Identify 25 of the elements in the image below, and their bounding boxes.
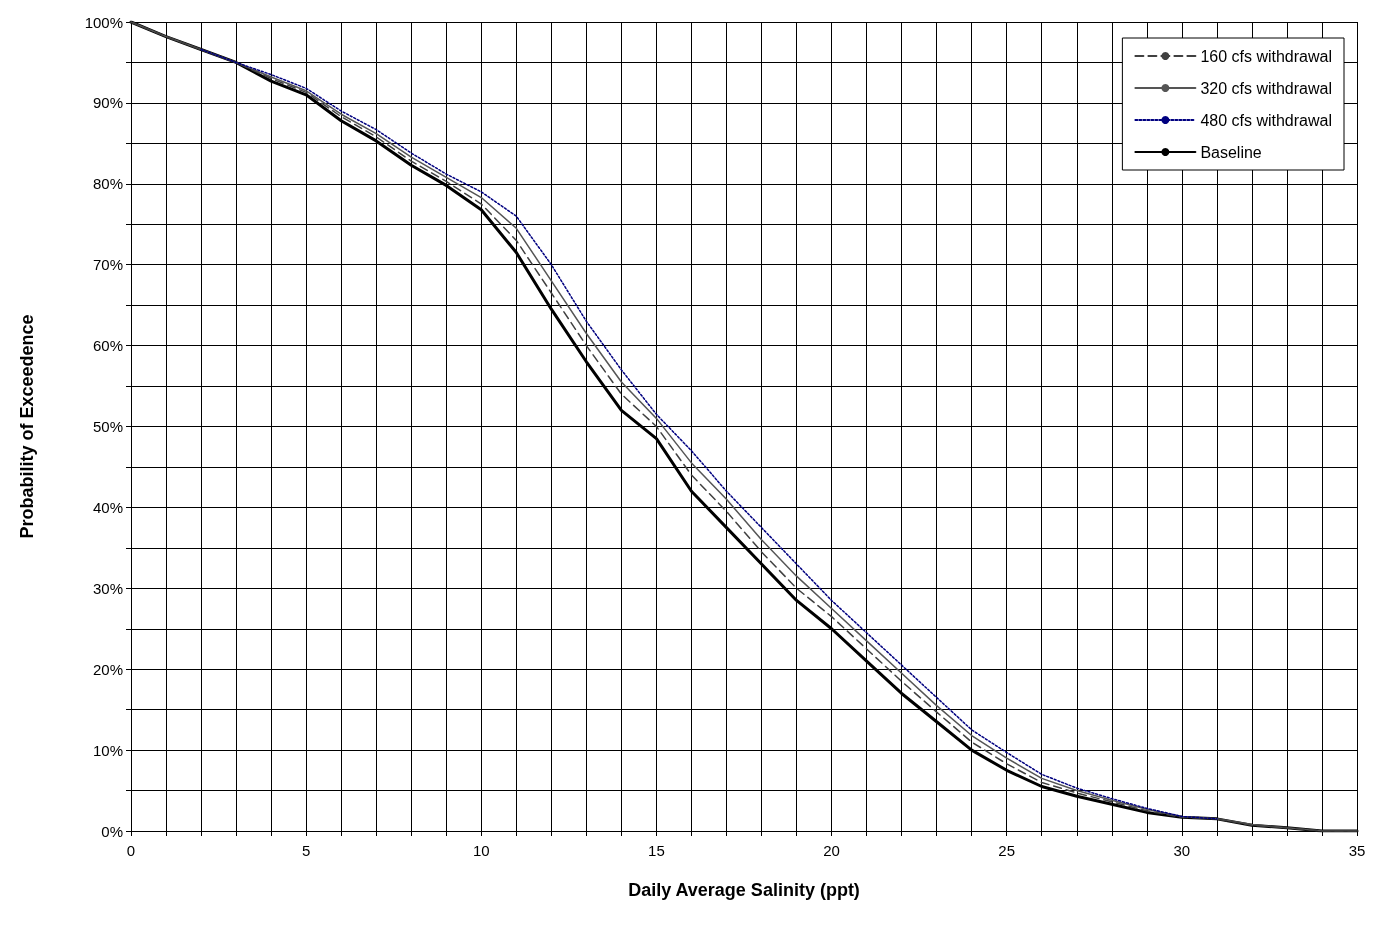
x-tick-label: 5: [301, 842, 311, 859]
x-axis-title: Daily Average Salinity (ppt): [628, 880, 860, 900]
legend-label: Baseline: [1200, 143, 1262, 161]
x-tick-label: 10: [472, 842, 490, 859]
y-tick-label: 10%: [92, 741, 123, 759]
y-tick-label: 90%: [92, 94, 123, 112]
legend-label: 320 cfs withdrawal: [1200, 79, 1333, 97]
y-tick-label: 40%: [92, 498, 123, 516]
legend-label: 480 cfs withdrawal: [1200, 111, 1333, 129]
y-tick-label: 30%: [92, 579, 123, 597]
y-axis-title: Probability of Exceedence: [17, 314, 37, 539]
x-tick-label: 20: [823, 842, 840, 859]
y-tick-label: 50%: [92, 418, 123, 435]
x-tick-label: 15: [648, 842, 665, 859]
y-tick-label: 100%: [84, 13, 123, 31]
y-tick-label: 60%: [92, 337, 123, 355]
x-tick-label: 30: [1173, 842, 1191, 859]
y-tick-label: 0%: [101, 822, 123, 840]
y-tick-label: 20%: [92, 660, 123, 678]
legend-label: 160 cfs withdrawal: [1200, 47, 1333, 65]
x-tick-label: 35: [1348, 842, 1366, 859]
y-tick-label: 70%: [92, 256, 123, 274]
y-tick-label: 80%: [92, 175, 123, 193]
x-tick-label: 25: [998, 842, 1016, 859]
x-tick-label: 0: [126, 842, 136, 859]
